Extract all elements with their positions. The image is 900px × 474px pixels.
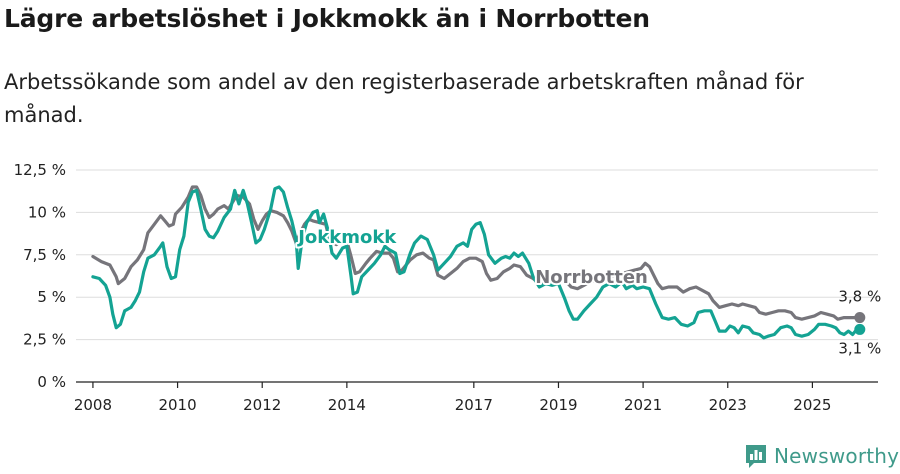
- y-tick-label: 7,5 %: [23, 246, 66, 264]
- series-labels: Jokkmokk Norrbotten 3,8 % 3,1 %: [294, 225, 881, 357]
- x-tick-label: 2021: [624, 396, 662, 414]
- x-tick-label: 2008: [74, 396, 112, 414]
- x-tick-label: 2025: [793, 396, 831, 414]
- chart-subtitle: Arbetssökande som andel av den registerb…: [4, 70, 804, 127]
- x-tick-label: 2012: [243, 396, 281, 414]
- series-lines: [91, 185, 866, 340]
- series-label-jokkmokk: Jokkmokk: [296, 227, 397, 248]
- series-endpoint-norrbotten: [854, 312, 866, 324]
- x-tick-label: 2019: [539, 396, 577, 414]
- y-tick-label: 0 %: [37, 373, 66, 391]
- y-tick-label: 5 %: [37, 288, 66, 306]
- end-value-label-norrbotten: 3,8 %: [838, 288, 881, 306]
- series-line-jokkmokk: [91, 185, 862, 340]
- x-tick-label: 2014: [328, 396, 366, 414]
- newsworthy-logo: Newsworthy: [744, 443, 899, 469]
- series-endpoint-jokkmokk: [854, 323, 866, 335]
- chart-title: Lägre arbetslöshet i Jokkmokk än i Norrb…: [4, 4, 650, 33]
- newsworthy-logo-text: Newsworthy: [774, 444, 900, 468]
- x-axis-ticks: 2008 2010 2012 2014 2017 2019 2021 2023 2025: [74, 382, 831, 414]
- y-tick-label: 2,5 %: [23, 331, 66, 349]
- x-tick-label: 2023: [709, 396, 747, 414]
- y-axis-ticks: 0 % 2,5 % 5 % 7,5 % 10 % 12,5 %: [14, 161, 66, 391]
- x-tick-label: 2010: [158, 396, 196, 414]
- series-line-norrbotten: [91, 185, 862, 321]
- series-label-norrbotten: Norrbotten: [535, 267, 648, 288]
- x-tick-label: 2017: [455, 396, 493, 414]
- y-tick-label: 10 %: [28, 203, 66, 221]
- y-tick-label: 12,5 %: [14, 161, 66, 179]
- end-value-label-jokkmokk: 3,1 %: [838, 339, 881, 357]
- grid-lines: [76, 169, 878, 383]
- newsworthy-logo-icon: [746, 445, 766, 468]
